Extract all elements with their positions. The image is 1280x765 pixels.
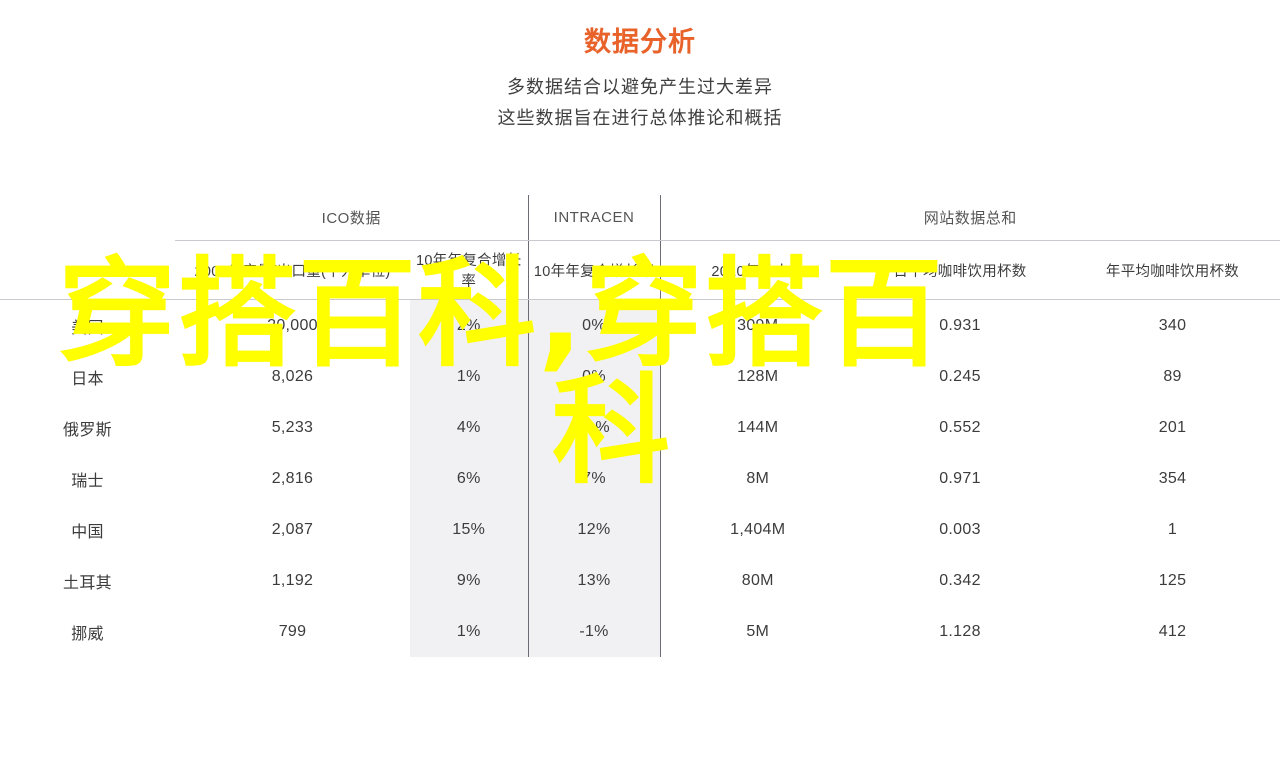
group-header-ico: ICO数据 (175, 195, 529, 241)
cell-cups-year: 201 (1158, 418, 1187, 436)
cell-country: 挪威 (71, 625, 104, 643)
cell-cups-day: 0.003 (939, 520, 981, 538)
table-row: 俄罗斯 5,233 4% 11% 144M 0.552 201 (0, 402, 1280, 453)
cell-country: 瑞士 (71, 472, 104, 490)
column-header-row: 2002年产量/出口量(千为单位) 10年年复合增长率 10年年复合增长率 20… (0, 240, 1280, 300)
cell-cagr10: 4% (410, 402, 529, 453)
cell-population: 1,404M (730, 520, 786, 538)
cell-population: 128M (737, 367, 779, 385)
cell-cups-year: 1 (1167, 520, 1178, 538)
cell-cagr10: 6% (410, 453, 529, 504)
cell-production: 2,087 (271, 520, 314, 538)
cell-cagr10: 1% (410, 351, 529, 402)
cell-country: 中国 (71, 523, 104, 541)
cell-intracen: 0% (527, 299, 661, 351)
cell-cups-year: 89 (1163, 367, 1182, 385)
cell-cups-year: 354 (1158, 469, 1187, 487)
column-header-population: 2010年总人口 (660, 240, 856, 300)
group-header-row: ICO数据 INTRACEN 网站数据总和 (0, 195, 1280, 241)
cell-population: 8M (746, 469, 770, 487)
title-block: 数据分析 多数据结合以避免产生过大差异 这些数据旨在进行总体推论和概括 (0, 0, 1280, 135)
table-row: 土耳其 1,192 9% 13% 80M 0.342 125 (0, 555, 1280, 606)
cell-intracen: 13% (527, 555, 661, 606)
subtitle-line-2: 这些数据旨在进行总体推论和概括 (497, 108, 783, 129)
cell-population: 80M (741, 571, 774, 589)
group-header-intracen: INTRACEN (527, 195, 661, 241)
cell-cups-day: 0.245 (939, 367, 981, 385)
cell-intracen: 11% (527, 402, 661, 453)
cell-cups-day: 0.931 (939, 316, 981, 334)
data-table-container: ICO数据 INTRACEN 网站数据总和 2002年产量/出口量(千为单位) … (0, 195, 1280, 735)
cell-cagr10: 1% (410, 606, 529, 657)
cell-production: 799 (278, 622, 307, 640)
column-header-production: 2002年产量/出口量(千为单位) (175, 240, 410, 300)
data-table: ICO数据 INTRACEN 网站数据总和 2002年产量/出口量(千为单位) … (0, 195, 1280, 657)
cell-cups-day: 0.552 (939, 418, 981, 436)
table-row: 美国 20,000 2% 0% 309M 0.931 340 (0, 299, 1280, 351)
table-body: 美国 20,000 2% 0% 309M 0.931 340 日本 8,026 1% 0% 128M 0… (0, 299, 1280, 657)
table-row: 日本 8,026 1% 0% 128M 0.245 89 (0, 351, 1280, 402)
column-header-cups-year: 年平均咖啡饮用杯数 (1065, 240, 1280, 300)
page-title: 数据分析 (584, 27, 696, 57)
cell-cagr10: 9% (410, 555, 529, 606)
column-header-country (0, 240, 175, 300)
subtitle-line-1: 多数据结合以避免产生过大差异 (507, 76, 773, 97)
cell-production: 2,816 (271, 469, 314, 487)
cell-cagr10: 15% (410, 504, 529, 555)
table-head: ICO数据 INTRACEN 网站数据总和 2002年产量/出口量(千为单位) … (0, 195, 1280, 300)
cell-intracen: 7% (527, 453, 661, 504)
cell-population: 144M (737, 418, 779, 436)
column-header-cups-day: 日平均咖啡饮用杯数 (855, 240, 1066, 300)
table-row: 中国 2,087 15% 12% 1,404M 0.003 1 (0, 504, 1280, 555)
table-row: 瑞士 2,816 6% 7% 8M 0.971 354 (0, 453, 1280, 504)
cell-population: 309M (737, 316, 779, 334)
cell-intracen: 0% (527, 351, 661, 402)
cell-intracen: 12% (527, 504, 661, 555)
cell-cups-year: 125 (1158, 571, 1187, 589)
cell-population: 5M (746, 622, 770, 640)
cell-cups-day: 1.128 (939, 622, 981, 640)
cell-country: 土耳其 (63, 574, 112, 592)
cell-country: 俄罗斯 (63, 421, 112, 439)
cell-cups-day: 0.342 (939, 571, 981, 589)
cell-cups-year: 412 (1158, 622, 1187, 640)
group-header-blank (0, 195, 175, 241)
cell-production: 5,233 (271, 418, 314, 436)
cell-country: 美国 (71, 319, 104, 337)
cell-production: 8,026 (271, 367, 314, 385)
table-row: 挪威 799 1% -1% 5M 1.128 412 (0, 606, 1280, 657)
group-header-website: 网站数据总和 (660, 195, 1280, 241)
cell-cagr10: 2% (410, 299, 529, 351)
cell-country: 日本 (71, 370, 104, 388)
cell-production: 1,192 (271, 571, 314, 589)
cell-cups-year: 340 (1158, 316, 1187, 334)
column-header-cagr10: 10年年复合增长率 (410, 240, 529, 300)
cell-cups-day: 0.971 (939, 469, 981, 487)
cell-production: 20,000 (267, 316, 318, 334)
column-header-intracen: 10年年复合增长率 (527, 240, 661, 300)
cell-intracen: -1% (527, 606, 661, 657)
